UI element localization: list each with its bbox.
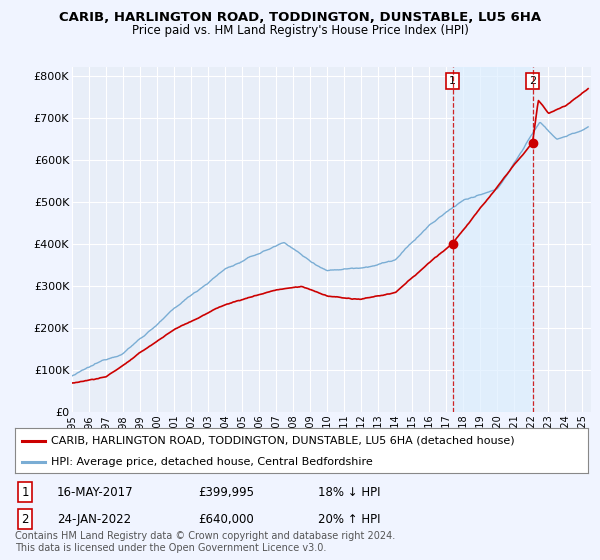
Text: 1: 1 — [449, 76, 456, 86]
Text: 16-MAY-2017: 16-MAY-2017 — [57, 486, 134, 499]
Text: 24-JAN-2022: 24-JAN-2022 — [57, 512, 131, 526]
Text: £640,000: £640,000 — [198, 512, 254, 526]
Text: 2: 2 — [22, 512, 29, 526]
Text: 20% ↑ HPI: 20% ↑ HPI — [318, 512, 380, 526]
Text: Price paid vs. HM Land Registry's House Price Index (HPI): Price paid vs. HM Land Registry's House … — [131, 24, 469, 36]
Text: HPI: Average price, detached house, Central Bedfordshire: HPI: Average price, detached house, Cent… — [50, 457, 372, 467]
Text: Contains HM Land Registry data © Crown copyright and database right 2024.
This d: Contains HM Land Registry data © Crown c… — [15, 531, 395, 553]
Text: CARIB, HARLINGTON ROAD, TODDINGTON, DUNSTABLE, LU5 6HA (detached house): CARIB, HARLINGTON ROAD, TODDINGTON, DUNS… — [50, 436, 514, 446]
Text: CARIB, HARLINGTON ROAD, TODDINGTON, DUNSTABLE, LU5 6HA: CARIB, HARLINGTON ROAD, TODDINGTON, DUNS… — [59, 11, 541, 24]
Bar — [452, 67, 533, 412]
Text: 2: 2 — [529, 76, 536, 86]
Text: 1: 1 — [22, 486, 29, 499]
Text: 18% ↓ HPI: 18% ↓ HPI — [318, 486, 380, 499]
Text: £399,995: £399,995 — [198, 486, 254, 499]
